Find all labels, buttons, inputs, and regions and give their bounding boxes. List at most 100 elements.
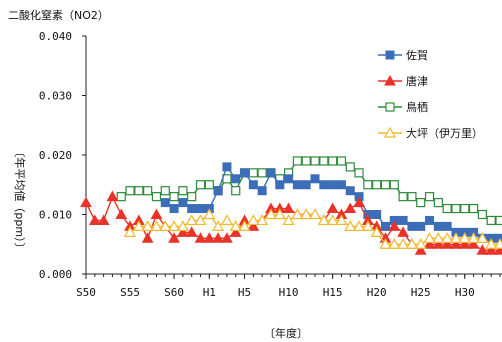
data-point [169, 204, 179, 214]
data-point [187, 204, 197, 214]
data-point [132, 220, 145, 231]
data-point [451, 203, 461, 214]
x-tick-label: H30 [455, 286, 475, 299]
data-point [493, 238, 502, 249]
data-point [292, 180, 302, 190]
data-point [160, 186, 170, 196]
data-point [125, 186, 135, 196]
data-point [168, 220, 181, 231]
data-point [433, 198, 443, 208]
y-tick-label: 0.010 [39, 209, 72, 222]
data-point [414, 244, 427, 255]
data-point [220, 214, 233, 226]
data-point [256, 214, 269, 226]
data-point [398, 192, 408, 202]
data-point [317, 214, 330, 226]
data-point [370, 226, 383, 237]
data-point [212, 232, 224, 243]
data-point [389, 180, 399, 190]
data-point [476, 232, 489, 243]
legend-item: 鳥栖 [378, 100, 428, 114]
data-point [134, 186, 144, 196]
data-point [407, 192, 417, 202]
data-point [380, 180, 391, 190]
data-point [379, 238, 392, 249]
data-point [178, 186, 188, 196]
data-point [441, 238, 453, 249]
data-point [150, 220, 163, 231]
data-point [221, 232, 233, 243]
x-tick-label: S50 [76, 286, 96, 299]
data-point [185, 214, 198, 226]
data-point [150, 208, 163, 219]
data-point [115, 208, 128, 219]
data-point [231, 174, 241, 184]
data-point [282, 214, 295, 226]
data-point [319, 180, 329, 190]
data-point [319, 156, 329, 166]
data-point [354, 168, 364, 178]
data-point [309, 208, 322, 220]
data-point [106, 190, 119, 202]
x-tick-label: S55 [120, 286, 140, 299]
data-point [442, 203, 452, 214]
legend-marker [383, 126, 397, 138]
data-point [229, 226, 242, 237]
data-point [416, 198, 426, 208]
data-point [326, 214, 339, 226]
data-point [467, 238, 480, 249]
data-point [441, 232, 454, 243]
data-point [372, 210, 382, 219]
data-point [204, 180, 214, 190]
data-point [485, 238, 498, 249]
data-point [195, 180, 206, 190]
legend-item: 佐賀 [378, 48, 428, 62]
data-point [177, 226, 189, 237]
x-tick-label: H5 [238, 286, 251, 299]
data-point [458, 232, 471, 243]
series-2 [116, 156, 502, 226]
legend-label: 鳥栖 [406, 100, 428, 114]
data-point [388, 220, 401, 231]
data-point [257, 186, 267, 196]
data-point [449, 232, 462, 243]
data-point [97, 214, 110, 225]
x-tick-label: H25 [411, 286, 431, 299]
data-point [212, 220, 225, 231]
y-tick-label: 0.040 [39, 30, 72, 43]
data-point [468, 203, 479, 214]
data-point [273, 208, 286, 220]
data-point [344, 202, 357, 214]
data-point [433, 221, 443, 231]
data-point [282, 202, 295, 214]
y-tick-label: 0.000 [39, 268, 72, 281]
data-point [284, 174, 294, 184]
legend-marker [384, 74, 396, 86]
data-point [353, 196, 365, 208]
data-point [222, 162, 232, 172]
y-tick-label: 0.020 [39, 149, 72, 162]
data-point [300, 208, 313, 220]
data-point [495, 215, 502, 226]
data-point [203, 232, 216, 243]
data-point [336, 180, 346, 190]
legend-label: 唐津 [406, 74, 428, 88]
data-point [151, 192, 162, 202]
data-point [416, 221, 426, 231]
data-point [486, 215, 496, 226]
data-point [141, 220, 154, 231]
data-point [405, 238, 418, 249]
data-point [213, 186, 223, 196]
data-point [185, 226, 198, 237]
data-point [80, 196, 92, 208]
x-tick-label: H1 [203, 286, 216, 299]
data-point [301, 156, 311, 166]
data-point [372, 180, 382, 190]
data-point [264, 208, 277, 220]
data-point [310, 174, 320, 184]
data-point [425, 215, 435, 225]
data-point [229, 220, 242, 231]
data-point [335, 214, 348, 226]
data-point [203, 208, 216, 220]
